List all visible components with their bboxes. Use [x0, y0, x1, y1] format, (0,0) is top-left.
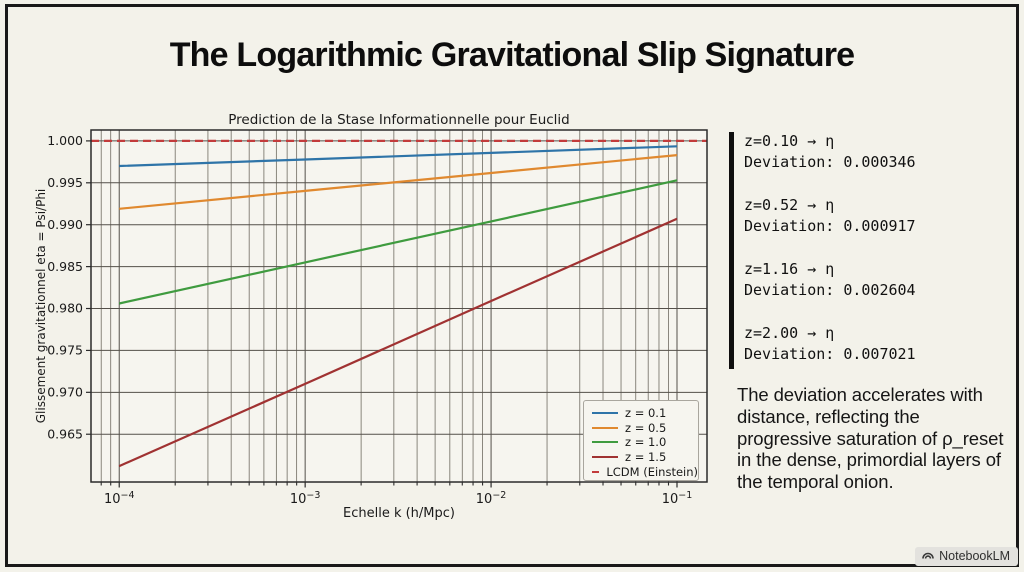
legend-entry: z = 0.1 — [592, 406, 698, 421]
legend-entry: z = 1.0 — [592, 435, 698, 450]
x-tick-label: 10−3 — [290, 490, 321, 507]
legend-label: z = 0.5 — [625, 420, 667, 435]
y-tick-label: 0.970 — [47, 385, 83, 400]
y-tick-label: 0.985 — [47, 259, 83, 274]
note-text: The deviation accelerates with distance,… — [737, 384, 1004, 493]
y-tick-label: 0.980 — [47, 301, 83, 316]
legend-swatch — [592, 456, 618, 459]
stat-redshift: z=0.10 → η — [744, 132, 835, 150]
stat-group: z=2.00 → η Deviation: 0.007021 — [744, 323, 916, 364]
legend-label: z = 0.1 — [625, 406, 667, 421]
legend-swatch — [592, 426, 618, 429]
stat-deviation: Deviation: 0.002604 — [744, 280, 916, 299]
y-tick-label: 0.995 — [47, 175, 83, 190]
separator-bar — [729, 132, 734, 369]
chart-title: Prediction de la Stase Informationnelle … — [228, 112, 570, 128]
legend-label: z = 1.5 — [625, 450, 667, 465]
y-axis-label: Glissement gravitationnel eta = Psi/Phi — [34, 189, 48, 424]
notebooklm-badge: NotebookLM — [915, 547, 1018, 566]
stat-deviation: Deviation: 0.000917 — [744, 216, 916, 235]
y-tick-label: 1.000 — [47, 133, 83, 148]
stat-group: z=1.16 → η Deviation: 0.002604 — [744, 259, 916, 300]
x-tick-label: 10−1 — [662, 490, 693, 507]
series-line-3 — [118, 217, 678, 468]
stat-deviation: Deviation: 0.000346 — [744, 152, 916, 171]
legend-swatch — [592, 470, 600, 473]
legend-entry: z = 0.5 — [592, 421, 698, 436]
y-tick-label: 0.965 — [47, 426, 83, 441]
legend-swatch — [592, 441, 618, 444]
series-line-2 — [118, 179, 678, 305]
legend-entry: LCDM (Einstein) — [592, 464, 698, 479]
legend: z = 0.1 z = 0.5 z = 1.0 z = 1.5 LCDM (Einste… — [583, 400, 699, 481]
stat-group: z=0.10 → η Deviation: 0.000346 — [744, 131, 916, 172]
legend-label: z = 1.0 — [625, 435, 667, 450]
legend-label: LCDM (Einstein) — [606, 464, 698, 479]
page-title: The Logarithmic Gravitational Slip Signa… — [169, 36, 855, 74]
y-tick-label: 0.990 — [47, 217, 83, 232]
stat-redshift: z=2.00 → η — [744, 324, 835, 342]
axes-spines — [90, 129, 708, 483]
stat-redshift: z=1.16 → η — [744, 260, 835, 278]
legend-swatch — [592, 412, 618, 415]
badge-label: NotebookLM — [939, 549, 1010, 563]
stats-panel: z=0.10 → η Deviation: 0.000346 z=0.52 → η D… — [744, 131, 916, 387]
stat-group: z=0.52 → η Deviation: 0.000917 — [744, 195, 916, 236]
x-axis-label: Echelle k (h/Mpc) — [343, 506, 455, 521]
stat-redshift: z=0.52 → η — [744, 196, 835, 214]
notebooklm-logo-icon — [922, 552, 934, 559]
x-tick-label: 10−2 — [476, 490, 507, 507]
stat-deviation: Deviation: 0.007021 — [744, 344, 916, 363]
y-tick-label: 0.975 — [47, 343, 83, 358]
x-tick-label: 10−4 — [104, 490, 135, 507]
legend-entry: z = 1.5 — [592, 450, 698, 465]
series-line-0 — [119, 145, 678, 168]
series-line-1 — [119, 154, 678, 210]
